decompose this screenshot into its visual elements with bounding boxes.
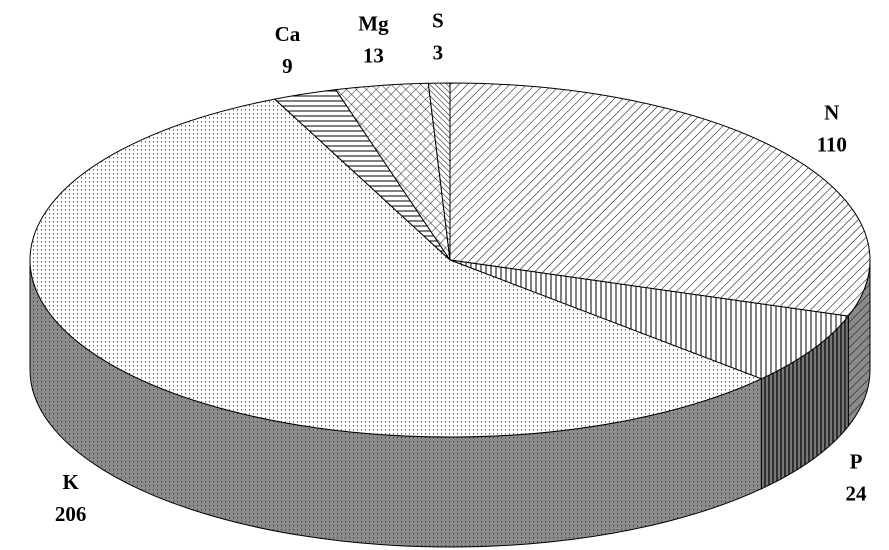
pie-slice	[449, 259, 850, 380]
pie-slice	[449, 82, 871, 317]
slice-label: P	[850, 449, 863, 473]
slice-label: S	[432, 9, 444, 33]
slice-value: 13	[363, 44, 384, 68]
slice-label: Ca	[275, 22, 301, 46]
slice-value: 110	[817, 133, 847, 157]
pie-slice	[29, 98, 763, 438]
slice-value: 206	[55, 502, 87, 526]
slice-value: 3	[433, 41, 444, 65]
slice-label: K	[62, 470, 79, 494]
slice-value: 9	[282, 54, 293, 78]
slice-label: N	[824, 101, 839, 125]
slice-label: Mg	[358, 12, 389, 36]
pie-slice	[427, 82, 451, 261]
slice-value: 24	[846, 481, 868, 505]
